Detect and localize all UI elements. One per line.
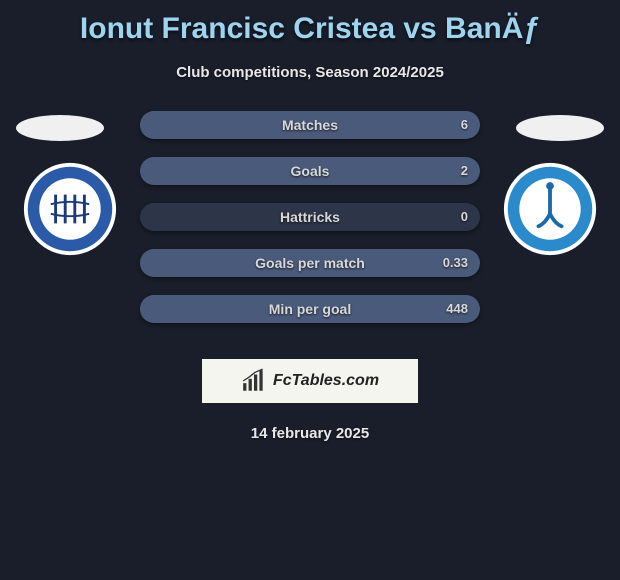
stats-container: Matches6Goals2Hattricks0Goals per match0…	[140, 111, 480, 341]
brand-chart-icon	[241, 368, 267, 394]
stat-label: Hattricks	[140, 203, 480, 231]
date-label: 14 february 2025	[0, 425, 620, 442]
club-logo-left	[22, 161, 118, 257]
comparison-area: Matches6Goals2Hattricks0Goals per match0…	[0, 111, 620, 351]
stat-row: Goals2	[140, 157, 480, 185]
stat-value-right: 448	[446, 295, 468, 323]
stat-value-right: 2	[461, 157, 468, 185]
stat-label: Matches	[140, 111, 480, 139]
player-left-head	[16, 115, 104, 141]
player-right-head	[516, 115, 604, 141]
stat-label: Goals	[140, 157, 480, 185]
brand-box: FcTables.com	[202, 359, 418, 403]
stat-value-right: 0.33	[443, 249, 468, 277]
subtitle: Club competitions, Season 2024/2025	[0, 64, 620, 81]
stat-value-right: 0	[461, 203, 468, 231]
page-title: Ionut Francisc Cristea vs BanÄƒ	[0, 0, 620, 46]
stat-row: Goals per match0.33	[140, 249, 480, 277]
stat-value-right: 6	[461, 111, 468, 139]
stat-row: Hattricks0	[140, 203, 480, 231]
stat-row: Min per goal448	[140, 295, 480, 323]
stat-row: Matches6	[140, 111, 480, 139]
stat-label: Goals per match	[140, 249, 480, 277]
stat-label: Min per goal	[140, 295, 480, 323]
club-logo-right	[502, 161, 598, 257]
brand-text: FcTables.com	[273, 372, 379, 390]
